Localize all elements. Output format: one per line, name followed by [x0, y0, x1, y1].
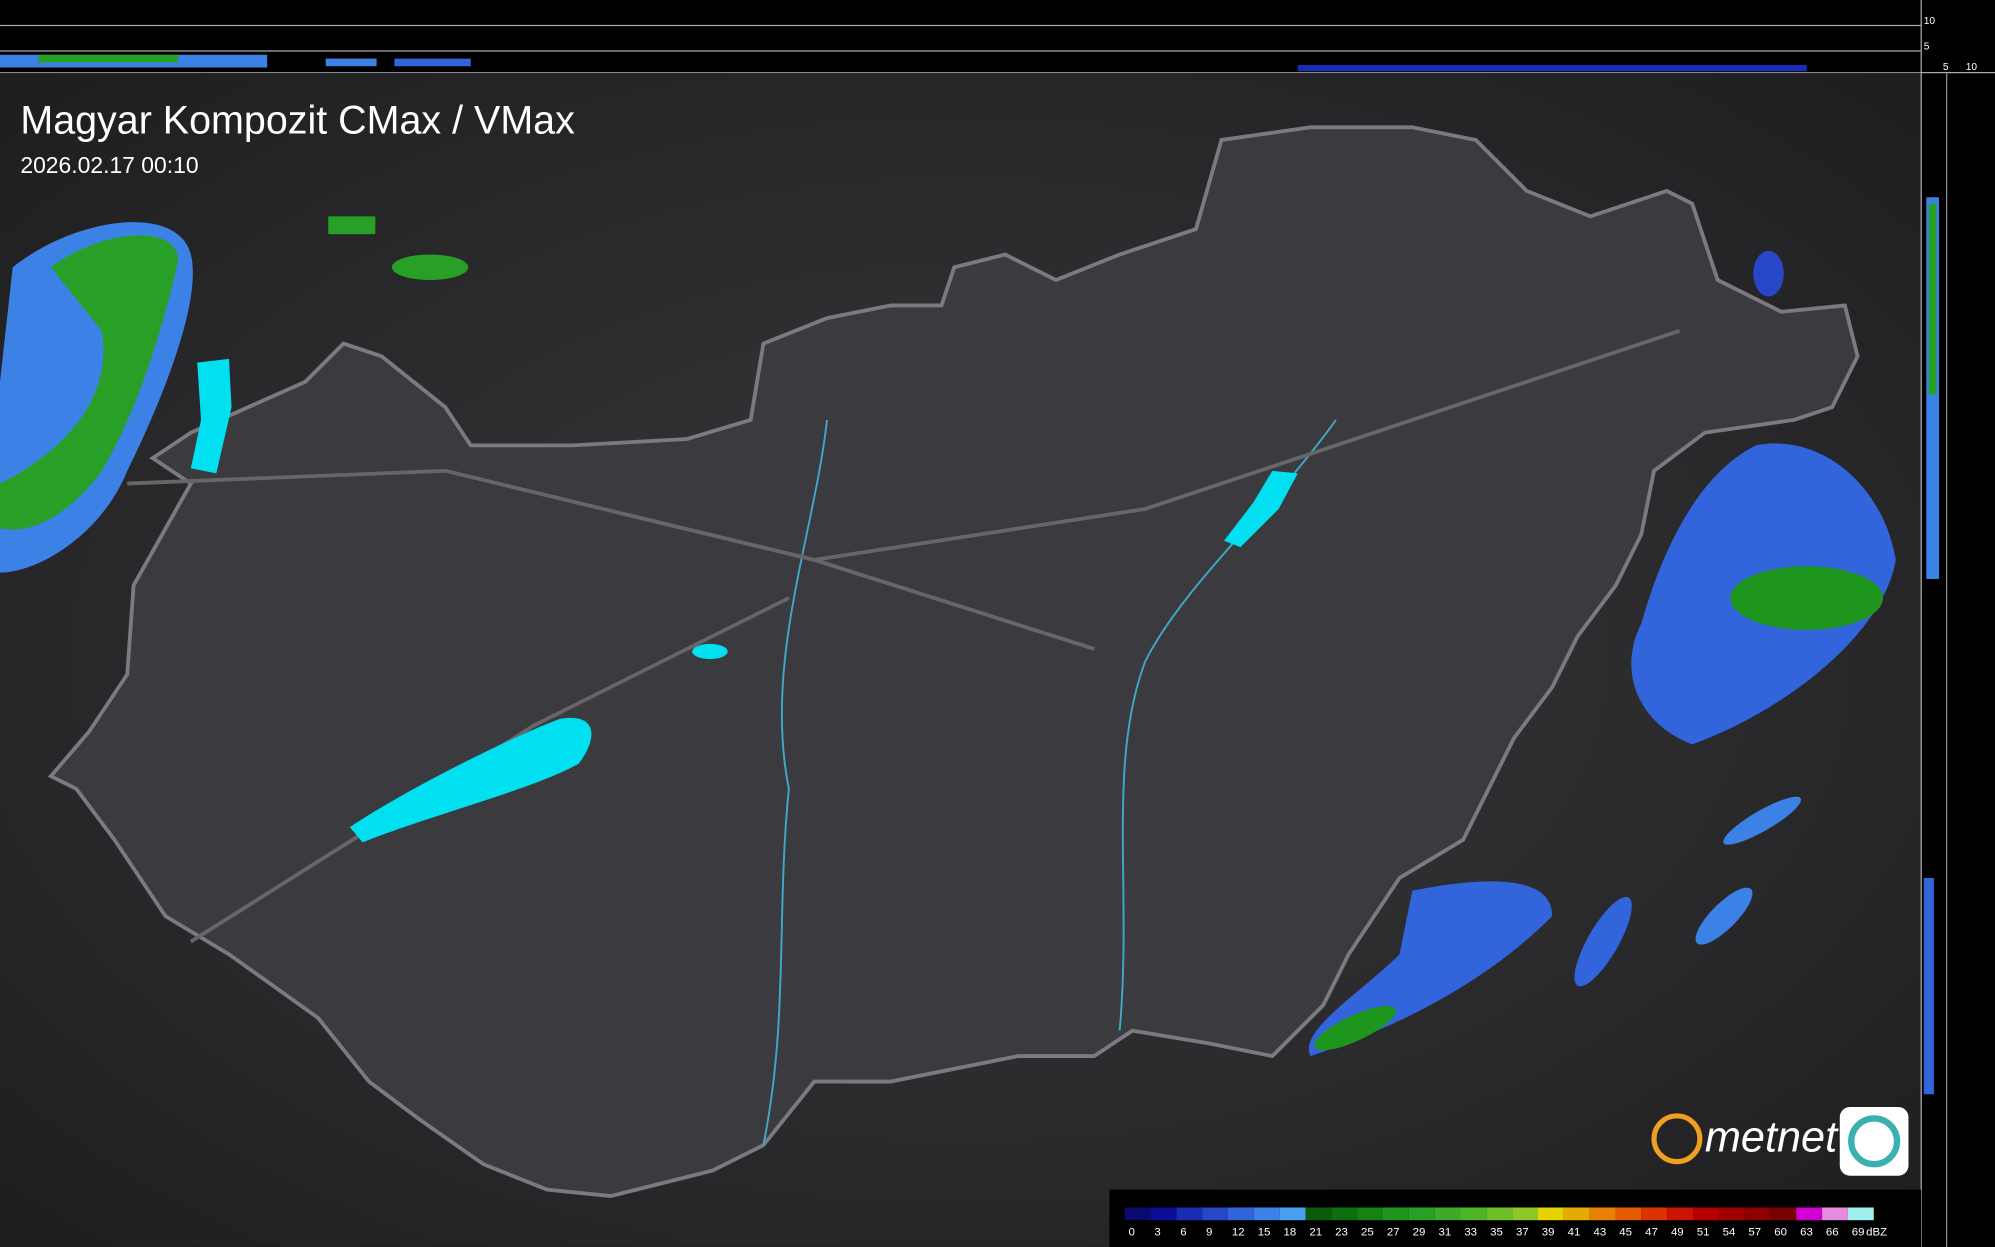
road [127, 329, 1681, 944]
logo-text: metnet [1705, 1114, 1839, 1162]
legend-swatch [1563, 1207, 1590, 1221]
legend-unit: dBZ [1866, 1226, 1887, 1238]
legend-label: 25 [1361, 1226, 1374, 1238]
radar-echo [0, 235, 179, 530]
legend-label: 43 [1593, 1226, 1606, 1238]
legend-label: 21 [1309, 1226, 1322, 1238]
legend-swatch [1589, 1207, 1616, 1221]
river [762, 419, 828, 1146]
legend-swatch [1615, 1207, 1642, 1221]
radar-echo [1314, 1006, 1396, 1051]
lake [1223, 470, 1298, 548]
legend-swatch [1847, 1207, 1874, 1221]
legend-label: 12 [1232, 1226, 1245, 1238]
legend-label: 18 [1284, 1226, 1297, 1238]
legend-swatch [1744, 1207, 1771, 1221]
legend-label: 66 [1826, 1226, 1839, 1238]
legend-swatch [1667, 1207, 1693, 1221]
side-label: 10 [1924, 16, 1936, 27]
radar-echo [1695, 887, 1753, 945]
legend: 0 3 6 9 12 15 18 21 23 25 27 29 31 33 35 37 39 41 43 45 47 49… [1124, 1207, 1887, 1238]
legend-swatch [1305, 1207, 1332, 1221]
radar-echo [328, 216, 376, 235]
legend-swatch [1228, 1207, 1254, 1221]
legend-swatch [1796, 1207, 1823, 1221]
legend-label: 60 [1774, 1226, 1787, 1238]
strip-echo [325, 58, 377, 67]
legend-swatch [1641, 1207, 1668, 1221]
legend-swatch [1822, 1207, 1848, 1221]
legend-swatch [1357, 1207, 1384, 1221]
legend-swatch [1383, 1207, 1409, 1221]
logo-sun [1651, 1113, 1703, 1165]
legend-swatch [1512, 1207, 1538, 1221]
timestamp: 2026.02.17 00:10 [20, 152, 198, 178]
legend-label: 27 [1387, 1226, 1400, 1238]
map-title: Magyar Kompozit CMax / VMax [20, 99, 575, 143]
legend-swatch [1718, 1207, 1745, 1221]
legend-swatch [1434, 1207, 1461, 1221]
legend-label: 3 [1154, 1226, 1160, 1238]
legend-swatch [1150, 1207, 1177, 1221]
radar-echo [391, 254, 469, 280]
radar-echo [1723, 796, 1802, 845]
legend-label: 0 [1129, 1226, 1135, 1238]
legend-label: 49 [1671, 1226, 1684, 1238]
strip-echo [1928, 203, 1937, 395]
legend-swatch [1124, 1207, 1151, 1221]
country-outline [47, 125, 1860, 1198]
legend-label: 45 [1619, 1226, 1632, 1238]
legend-label: 69 [1852, 1226, 1865, 1238]
strip-echo [1923, 877, 1934, 1095]
legend-label: 37 [1516, 1226, 1529, 1238]
legend-swatch [1408, 1207, 1435, 1221]
legend-swatch [1537, 1207, 1564, 1221]
legend-swatch [1770, 1207, 1797, 1221]
strip-echo [38, 54, 179, 63]
legend-label: 47 [1645, 1226, 1658, 1238]
legend-label: 6 [1180, 1226, 1186, 1238]
legend-label: 41 [1568, 1226, 1581, 1238]
lake [190, 358, 232, 474]
legend-label: 51 [1697, 1226, 1710, 1238]
side-label: 5 [1943, 62, 1949, 73]
radar-echo [1574, 896, 1632, 987]
legend-label: 31 [1438, 1226, 1451, 1238]
legend-swatch [1486, 1207, 1513, 1221]
logo-swirl [1848, 1115, 1901, 1168]
strip-echo [394, 58, 471, 67]
side-label: 5 [1924, 42, 1930, 53]
radar-echo [1753, 250, 1784, 297]
legend-swatch [1460, 1207, 1487, 1221]
legend-label: 29 [1413, 1226, 1426, 1238]
legend-label: 9 [1206, 1226, 1212, 1238]
legend-swatch [1279, 1207, 1306, 1221]
legend-label: 39 [1542, 1226, 1555, 1238]
legend-label: 15 [1258, 1226, 1271, 1238]
side-label: 10 [1966, 62, 1978, 73]
strip-echo [1297, 64, 1807, 72]
lake [692, 643, 728, 660]
legend-label: 54 [1723, 1226, 1736, 1238]
legend-swatch [1253, 1207, 1280, 1221]
legend-label: 35 [1490, 1226, 1503, 1238]
legend-swatch [1176, 1207, 1203, 1221]
lake [349, 717, 592, 843]
legend-label: 63 [1800, 1226, 1813, 1238]
legend-label: 57 [1748, 1226, 1761, 1238]
legend-swatch [1331, 1207, 1358, 1221]
legend-label: 33 [1464, 1226, 1477, 1238]
legend-swatch [1692, 1207, 1719, 1221]
legend-swatch [1202, 1207, 1229, 1221]
legend-label: 23 [1335, 1226, 1348, 1238]
radar-echo [1730, 566, 1884, 630]
